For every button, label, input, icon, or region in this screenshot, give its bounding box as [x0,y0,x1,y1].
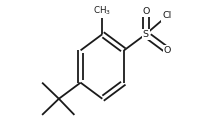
Text: CH$_3$: CH$_3$ [93,4,111,17]
Text: O: O [142,7,149,16]
Text: S: S [143,30,149,39]
Text: O: O [164,46,171,55]
Text: Cl: Cl [163,11,172,20]
